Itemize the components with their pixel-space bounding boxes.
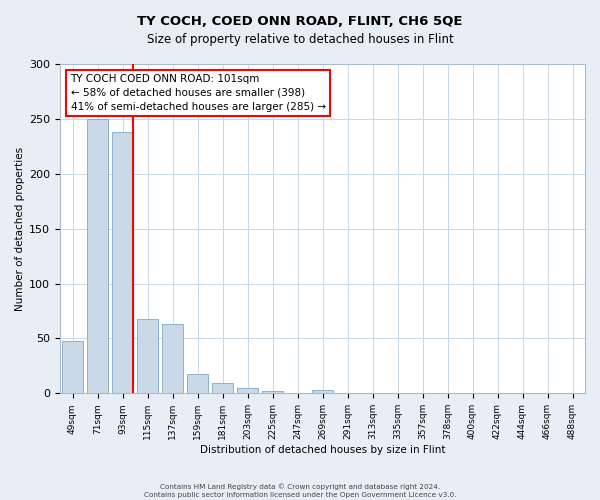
Bar [212,384,233,394]
Bar [237,388,258,394]
Bar [312,390,333,394]
Bar [62,340,83,394]
Text: TY COCH COED ONN ROAD: 101sqm
← 58% of detached houses are smaller (398)
41% of : TY COCH COED ONN ROAD: 101sqm ← 58% of d… [71,74,326,112]
Bar [162,324,183,394]
Bar [137,318,158,394]
Bar [262,391,283,394]
Text: Size of property relative to detached houses in Flint: Size of property relative to detached ho… [146,32,454,46]
X-axis label: Distribution of detached houses by size in Flint: Distribution of detached houses by size … [200,445,445,455]
Text: Contains HM Land Registry data © Crown copyright and database right 2024.
Contai: Contains HM Land Registry data © Crown c… [144,483,456,498]
Text: TY COCH, COED ONN ROAD, FLINT, CH6 5QE: TY COCH, COED ONN ROAD, FLINT, CH6 5QE [137,15,463,28]
Bar [112,132,133,394]
Y-axis label: Number of detached properties: Number of detached properties [15,146,25,310]
Bar [187,374,208,394]
Bar [87,119,108,394]
